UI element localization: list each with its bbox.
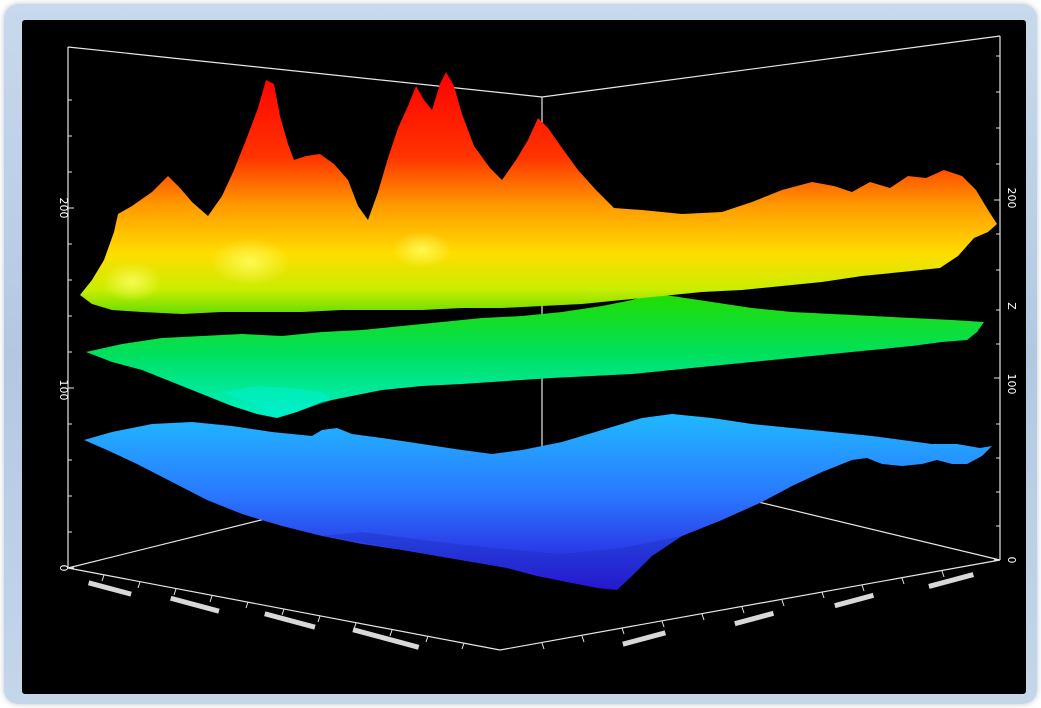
box-edge-top-left — [67, 46, 543, 98]
left-z-label-0: 0 — [57, 565, 70, 572]
y-tick-label-0 — [622, 630, 667, 647]
x-tick-label-2 — [264, 611, 316, 630]
surface-top-glow-1 — [210, 238, 290, 286]
z-axis-title: Z — [1005, 302, 1018, 310]
y-tick-label-2 — [834, 592, 875, 609]
box-edge-front-right — [499, 559, 1001, 651]
left-z-label-200: 200 — [57, 198, 70, 219]
right-z-label-0: 0 — [1005, 557, 1018, 564]
right-z-label-200: 200 — [1005, 188, 1018, 209]
box-edge-top-right — [541, 35, 1001, 98]
surface-top — [80, 72, 997, 314]
surface-middle — [86, 294, 984, 418]
chart-frame: 0 100 200 0 100 200 Z — [4, 4, 1037, 704]
x-tick-label-1 — [170, 595, 220, 614]
surface-plot-svg: 0 100 200 0 100 200 Z — [57, 35, 1018, 651]
surface-top-glow-3 — [392, 232, 452, 268]
x-tick-label-0 — [87, 580, 132, 597]
floor-ticks-right — [541, 570, 945, 650]
floor-labels-left — [87, 580, 420, 650]
surface-bottom-shadow — [322, 532, 682, 590]
x-tick-label-3 — [352, 627, 420, 650]
surface-top-glow-2 — [102, 262, 162, 302]
surface-bottom — [84, 414, 992, 590]
floor-labels-right — [622, 572, 974, 647]
left-z-ticks — [68, 99, 74, 569]
left-z-label-100: 100 — [57, 380, 70, 401]
floor-ticks-left — [101, 574, 465, 650]
right-z-ticks — [994, 55, 1000, 561]
plot-area: 0 100 200 0 100 200 Z — [22, 20, 1026, 694]
right-z-label-100: 100 — [1005, 374, 1018, 395]
surface-middle-cyan-patch — [222, 386, 332, 416]
y-tick-label-3 — [928, 572, 974, 589]
y-tick-label-1 — [734, 610, 775, 627]
